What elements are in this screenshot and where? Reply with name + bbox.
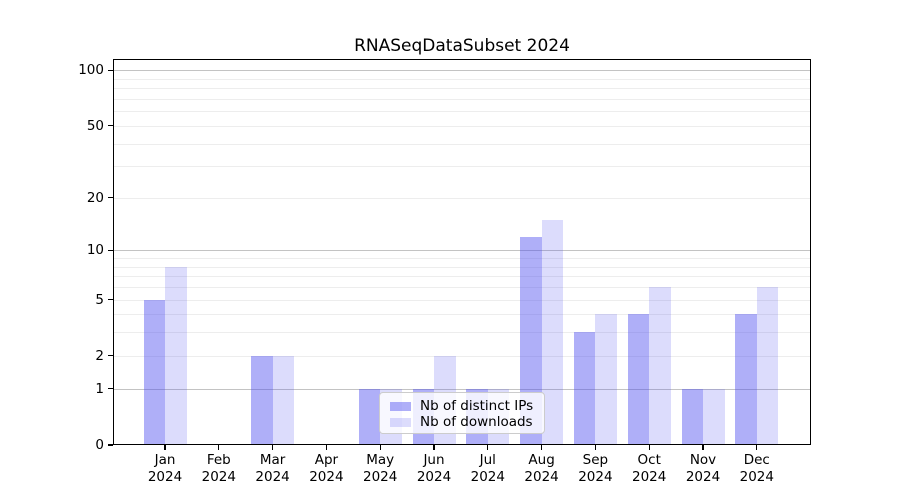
y-gridline-9 [113,258,811,259]
legend-label: Nb of distinct IPs [420,398,534,414]
y-gridline-4 [113,314,811,316]
chart-title: RNASeqDataSubset 2024 [354,36,570,56]
bar-oct-distinct-ips [627,314,650,445]
x-tick-mark-feb [218,445,220,450]
x-tick-label-aug: Aug 2024 [524,452,559,485]
x-tick-label-may: May 2024 [363,452,398,485]
y-gridline-30 [113,166,811,168]
x-tick-mark-apr [325,445,328,450]
legend: Nb of distinct IPs Nb of downloads [379,392,545,434]
y-tick-label-5: 5 [95,291,104,308]
y-tick-mark-10 [108,249,113,251]
y-gridline-8 [113,266,811,268]
bar-nov-distinct-ips [681,388,703,445]
x-tick-mark-dec [756,445,758,450]
bar-nov-downloads [703,388,725,445]
y-tick-label-2: 2 [95,347,104,364]
y-gridline-90 [113,78,811,80]
y-tick-label-1: 1 [95,380,104,397]
y-tick-label-100: 100 [78,62,104,79]
bar-dec-distinct-ips [735,314,757,445]
legend-label: Nb of downloads [420,414,533,430]
x-tick-label-nov: Nov 2024 [685,452,721,485]
x-tick-label-oct: Oct 2024 [632,452,667,485]
x-tick-label-mar: Mar 2024 [255,452,290,485]
legend-swatch-icon [390,401,411,411]
y-tick-mark-20 [108,197,113,199]
y-gridline-40 [113,143,811,145]
x-tick-label-feb: Feb 2024 [201,452,236,485]
y-gridline-3 [113,332,811,334]
x-tick-label-jun: Jun 2024 [416,452,452,485]
y-tick-mark-2 [108,355,113,357]
x-tick-label-jan: Jan 2024 [147,452,183,485]
x-tick-label-sep: Sep 2024 [578,452,613,485]
bar-jan-distinct-ips [143,299,165,445]
y-tick-label-10: 10 [86,242,104,259]
bar-dec-downloads [756,287,779,445]
legend-item-downloads: Nb of downloads [390,414,535,430]
plot-area [113,59,811,445]
y-gridline-60 [113,111,811,113]
y-tick-mark-1 [108,388,113,390]
x-tick-mark-jan [164,445,166,450]
x-tick-label-apr: Apr 2024 [309,452,344,485]
bar-mar-distinct-ips [251,355,273,445]
x-tick-mark-sep [594,445,597,450]
bar-may-distinct-ips [358,388,381,445]
y-gridline-80 [113,88,811,90]
y-gridline-100 [113,70,811,72]
y-tick-mark-100 [108,69,113,71]
x-tick-mark-aug [541,445,543,450]
x-tick-mark-nov [702,445,704,450]
x-tick-label-dec: Dec 2024 [739,452,774,485]
y-tick-mark-50 [108,125,113,127]
y-tick-label-20: 20 [86,189,104,206]
y-gridline-7 [113,276,811,278]
y-gridline-6 [113,287,811,288]
x-tick-label-jul: Jul 2024 [470,452,505,485]
legend-item-distinct-ips: Nb of distinct IPs [390,398,535,414]
legend-swatch-icon [390,417,411,427]
y-gridline-5 [113,299,811,301]
y-gridline-1 [113,388,811,390]
x-tick-mark-may [379,445,381,450]
y-gridline-20 [113,197,811,199]
x-tick-mark-mar [272,445,274,450]
y-tick-label-50: 50 [86,117,104,134]
x-tick-mark-jul [487,445,489,450]
bar-sep-downloads [595,314,617,445]
y-tick-label-0: 0 [95,437,104,453]
y-tick-mark-5 [108,298,113,301]
y-gridline-2 [113,355,811,357]
bar-jan-downloads [165,266,187,445]
bar-sep-distinct-ips [573,332,596,445]
x-tick-mark-jun [433,445,435,450]
bar-oct-downloads [649,287,671,445]
y-gridline-70 [113,98,811,100]
y-gridline-10 [113,250,811,252]
x-tick-mark-oct [648,445,650,450]
y-tick-mark-0 [108,444,113,446]
y-gridline-50 [113,125,811,127]
bar-mar-downloads [272,355,295,445]
bar-aug-downloads [541,219,564,445]
